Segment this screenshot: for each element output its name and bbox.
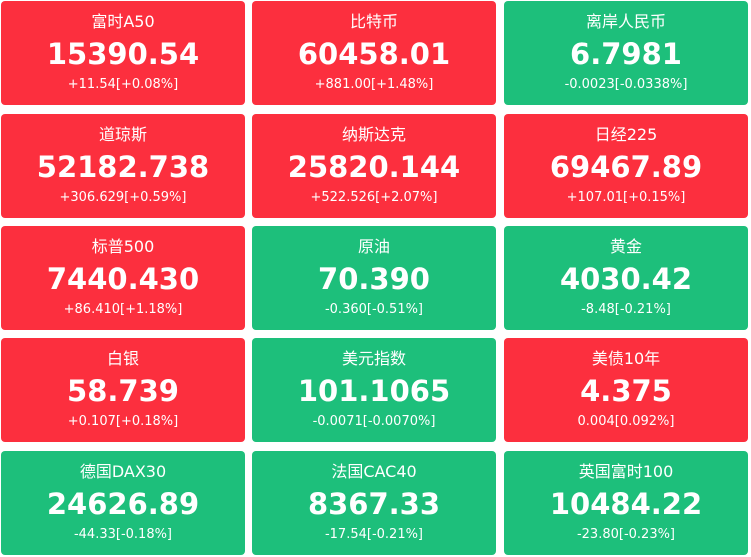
quote-price: 70.390 — [318, 262, 430, 296]
quote-price: 60458.01 — [297, 37, 451, 71]
quote-price: 101.1065 — [297, 374, 451, 408]
quote-name: 原油 — [357, 237, 390, 256]
quote-price: 10484.22 — [549, 487, 703, 521]
quote-change: +522.526[+2.07%] — [310, 190, 438, 205]
quote-name: 纳斯达克 — [341, 125, 406, 144]
quote-change: 0.004[0.092%] — [577, 414, 675, 429]
quote-price: 4030.42 — [559, 262, 693, 296]
quote-change: -8.48[-0.21%] — [581, 302, 671, 317]
quote-name: 离岸人民币 — [585, 12, 666, 31]
quote-tile: 纳斯达克 25820.144 +522.526[+2.07%] — [252, 114, 496, 218]
quote-change: -17.54[-0.21%] — [324, 527, 424, 542]
quote-name: 比特币 — [349, 12, 398, 31]
quote-name: 富时A50 — [91, 12, 155, 31]
quote-name: 法国CAC40 — [331, 462, 417, 481]
quote-price: 4.375 — [580, 374, 672, 408]
quote-tile: 比特币 60458.01 +881.00[+1.48%] — [252, 1, 496, 105]
quote-tile: 日经225 69467.89 +107.01[+0.15%] — [504, 114, 748, 218]
quote-tile: 英国富时100 10484.22 -23.80[-0.23%] — [504, 451, 748, 555]
quote-change: +107.01[+0.15%] — [566, 190, 686, 205]
quote-name: 日经225 — [594, 125, 658, 144]
quote-tile: 标普500 7440.430 +86.410[+1.18%] — [1, 226, 245, 330]
quote-change: +306.629[+0.59%] — [59, 190, 187, 205]
quote-name: 英国富时100 — [578, 462, 674, 481]
quote-change: -0.0071[-0.0070%] — [312, 414, 436, 429]
quote-tile: 德国DAX30 24626.89 -44.33[-0.18%] — [1, 451, 245, 555]
quote-change: +0.107[+0.18%] — [67, 414, 179, 429]
quote-tile: 离岸人民币 6.7981 -0.0023[-0.0338%] — [504, 1, 748, 105]
quote-change: +881.00[+1.48%] — [314, 77, 434, 92]
quote-change: -23.80[-0.23%] — [576, 527, 676, 542]
quote-name: 道琼斯 — [98, 125, 147, 144]
quote-change: -0.360[-0.51%] — [324, 302, 424, 317]
quote-price: 25820.144 — [287, 150, 461, 184]
quote-name: 美元指数 — [341, 349, 406, 368]
quote-tile: 黄金 4030.42 -8.48[-0.21%] — [504, 226, 748, 330]
quote-tile: 富时A50 15390.54 +11.54[+0.08%] — [1, 1, 245, 105]
quote-price: 58.739 — [67, 374, 179, 408]
quote-price: 24626.89 — [46, 487, 200, 521]
quote-change: +86.410[+1.18%] — [63, 302, 183, 317]
quote-price: 7440.430 — [46, 262, 200, 296]
quote-price: 15390.54 — [46, 37, 200, 71]
quote-tile: 美元指数 101.1065 -0.0071[-0.0070%] — [252, 338, 496, 442]
quote-tile: 美债10年 4.375 0.004[0.092%] — [504, 338, 748, 442]
quote-price: 8367.33 — [307, 487, 441, 521]
quote-price: 69467.89 — [549, 150, 703, 184]
quote-tile: 法国CAC40 8367.33 -17.54[-0.21%] — [252, 451, 496, 555]
quote-name: 白银 — [106, 349, 139, 368]
quote-change: -0.0023[-0.0338%] — [564, 77, 688, 92]
quote-name: 德国DAX30 — [79, 462, 167, 481]
quote-price: 52182.738 — [36, 150, 210, 184]
quote-name: 黄金 — [609, 237, 642, 256]
quote-name: 美债10年 — [591, 349, 661, 368]
quote-name: 标普500 — [91, 237, 155, 256]
quote-tile: 白银 58.739 +0.107[+0.18%] — [1, 338, 245, 442]
quote-tile: 道琼斯 52182.738 +306.629[+0.59%] — [1, 114, 245, 218]
quote-change: +11.54[+0.08%] — [67, 77, 179, 92]
quote-change: -44.33[-0.18%] — [73, 527, 173, 542]
quote-price: 6.7981 — [570, 37, 682, 71]
quote-tile: 原油 70.390 -0.360[-0.51%] — [252, 226, 496, 330]
